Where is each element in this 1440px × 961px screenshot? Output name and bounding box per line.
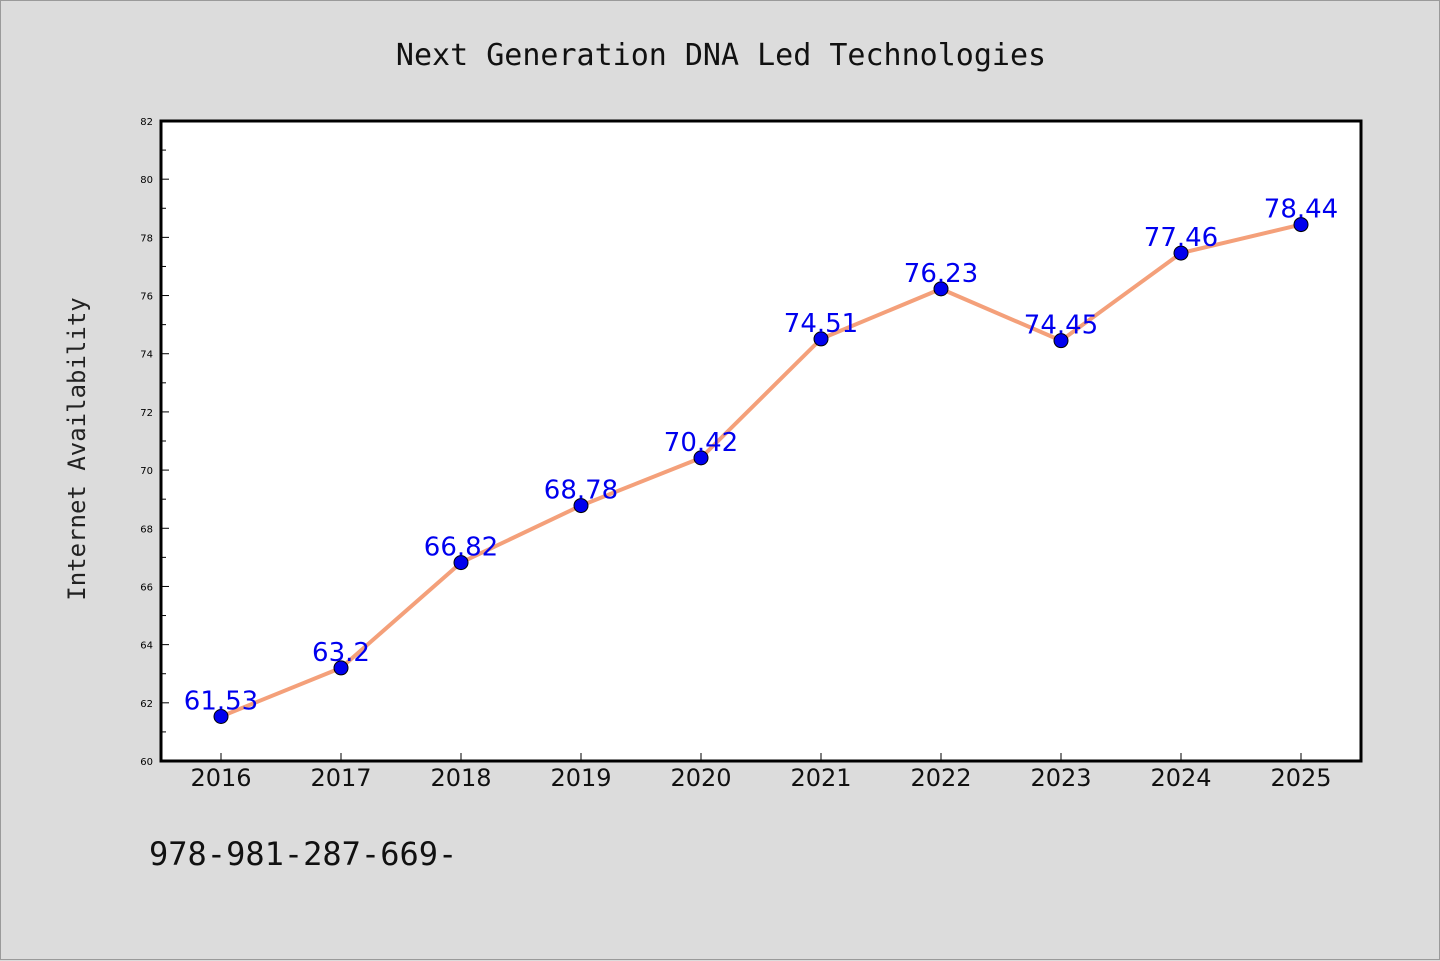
data-label: 63.2: [312, 638, 370, 668]
data-label: 74.51: [784, 309, 858, 339]
x-tick-label: 2020: [670, 764, 731, 792]
data-point: [693, 450, 709, 466]
y-tick-label: 78: [140, 233, 153, 244]
y-tick-label: 70: [140, 466, 153, 477]
data-label: 70.42: [664, 428, 738, 458]
y-tick-label: 62: [140, 699, 153, 710]
x-tick-label: 2018: [430, 764, 491, 792]
x-tick-label: 2019: [550, 764, 611, 792]
chart-title: Next Generation DNA Led Technologies: [396, 38, 1046, 73]
data-label: 77.46: [1144, 223, 1218, 253]
data-label: 66.82: [424, 533, 498, 563]
data-point: [933, 281, 949, 297]
y-tick-label: 76: [140, 292, 153, 303]
data-label: 76.23: [904, 259, 978, 289]
series-markers: [213, 217, 1309, 724]
x-tick-label: 2021: [790, 764, 851, 792]
x-tick-label: 2017: [310, 764, 371, 792]
x-tick-label: 2022: [910, 764, 971, 792]
data-label: 68.78: [544, 476, 618, 506]
y-tick-label: 64: [140, 641, 153, 652]
y-tick-label: 80: [140, 175, 153, 186]
data-point: [213, 708, 229, 724]
data-label: 74.45: [1024, 311, 1098, 341]
footer-isbn-text: 978-981-287-669-: [149, 835, 457, 873]
data-point: [1173, 245, 1189, 261]
y-tick-label: 60: [140, 757, 153, 768]
data-point: [453, 555, 469, 571]
data-labels: 61.53 63.2 66.82 68.78 70.42 74.51 76.23 74.45 7…: [184, 195, 1338, 717]
y-axis-ticks: 60 62 64 66 68 70 72 74 76 78 80 82: [140, 117, 169, 768]
y-tick-label: 74: [140, 350, 153, 361]
y-tick-label: 66: [140, 582, 153, 593]
x-tick-label: 2025: [1270, 764, 1331, 792]
y-tick-label: 72: [140, 408, 153, 419]
x-tick-label: 2023: [1030, 764, 1091, 792]
data-point: [1053, 333, 1069, 349]
series-line: [219, 222, 1303, 719]
data-point: [573, 498, 589, 514]
data-label: 61.53: [184, 686, 258, 716]
y-tick-label: 82: [140, 117, 153, 128]
y-tick-label: 68: [140, 524, 153, 535]
data-point: [813, 331, 829, 347]
y-axis-label: Internet Availability: [63, 297, 91, 600]
plot-area: [159, 119, 1363, 763]
x-axis-ticks: 2016 2017 2018 2019 2020 2021 2022 2023 2024 2025: [190, 753, 1332, 792]
x-tick-label: 2024: [1150, 764, 1211, 792]
data-label: 78.44: [1264, 195, 1338, 225]
data-point: [1293, 217, 1309, 233]
x-tick-label: 2016: [190, 764, 251, 792]
data-point: [333, 660, 349, 676]
